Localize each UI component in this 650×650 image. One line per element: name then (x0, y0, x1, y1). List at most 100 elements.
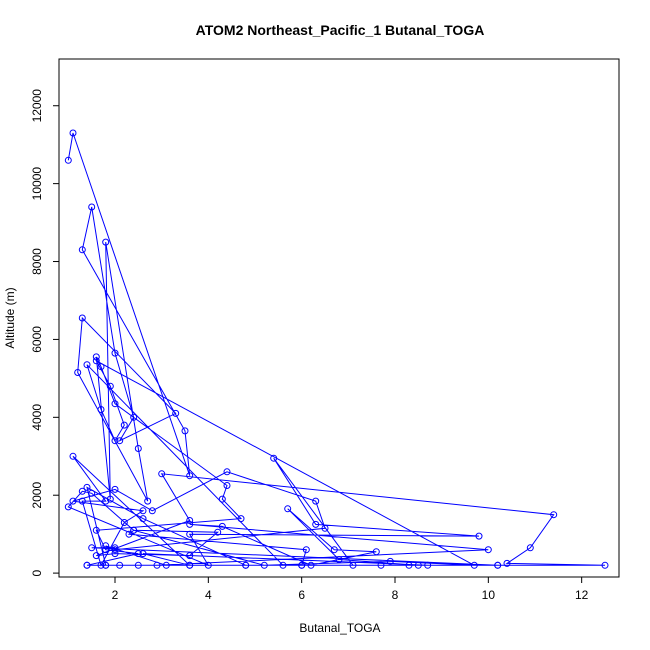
data-point (237, 515, 245, 523)
data-point (484, 546, 492, 554)
data-point (218, 495, 226, 503)
data-point (270, 454, 278, 462)
x-tick-label: 8 (392, 588, 399, 602)
data-point (64, 503, 72, 511)
data-point (97, 363, 105, 371)
series-line (67, 132, 606, 567)
data-point (475, 532, 483, 540)
data-point (83, 483, 91, 491)
data-point (335, 556, 343, 563)
y-tick-label: 2000 (30, 482, 44, 509)
data-point (102, 561, 110, 569)
data-point (377, 561, 385, 569)
data-point (102, 542, 110, 550)
data-point (111, 544, 119, 552)
data-point (186, 472, 194, 480)
y-tick-label: 10000 (30, 167, 44, 201)
data-point (78, 497, 86, 505)
data-point (405, 561, 413, 569)
data-point (470, 561, 478, 569)
data-point (111, 400, 119, 408)
data-point (424, 561, 432, 569)
data-point (97, 561, 105, 569)
data-point (120, 519, 128, 526)
y-axis-label: Altitude (m) (3, 287, 17, 348)
data-point (139, 515, 147, 523)
data-point (494, 561, 502, 569)
data-point (186, 530, 194, 538)
data-point (111, 349, 119, 357)
data-point (130, 526, 138, 534)
data-point (144, 497, 152, 505)
data-point (312, 497, 320, 505)
data-point (330, 546, 338, 554)
data-point (102, 497, 110, 505)
data-point (162, 561, 170, 569)
data-point (386, 557, 394, 565)
data-point (214, 528, 222, 536)
data-point (92, 353, 100, 361)
data-point (204, 561, 212, 569)
x-tick-label: 4 (205, 588, 212, 602)
data-point (298, 561, 306, 569)
data-point (223, 468, 231, 476)
data-point (106, 382, 114, 390)
data-point (88, 203, 96, 211)
plot-frame (58, 58, 620, 578)
data-point (223, 482, 231, 489)
data-point (74, 369, 82, 376)
data-point (125, 530, 133, 538)
data-point (414, 561, 422, 569)
y-tick-label: 4000 (30, 404, 44, 431)
data-point (69, 497, 77, 505)
data-point (526, 544, 534, 552)
chart-title: ATOM2 Northeast_Pacific_1 Butanal_TOGA (196, 22, 485, 38)
data-point (148, 507, 156, 515)
data-point (302, 546, 310, 554)
data-point (92, 552, 100, 560)
x-tick-label: 12 (575, 588, 589, 602)
data-point (242, 561, 250, 569)
y-tick-label: 6000 (30, 326, 44, 353)
data-point (372, 548, 380, 556)
data-point (130, 413, 138, 421)
data-point (83, 361, 91, 369)
data-point (88, 544, 96, 552)
data-point (186, 520, 194, 528)
data-point (139, 550, 147, 558)
data-point (158, 470, 166, 478)
data-point (92, 357, 100, 365)
x-axis-label: Butanal_TOGA (299, 621, 380, 635)
data-point (120, 421, 128, 429)
y-tick-label: 0 (30, 569, 44, 576)
y-axis: 0 2000 4000 6000 8000 10000 12000 (30, 89, 59, 576)
data-point (321, 524, 329, 532)
data-point (181, 427, 189, 435)
data-point (116, 561, 124, 569)
data-point (69, 129, 77, 137)
x-tick-label: 6 (298, 588, 305, 602)
data-point (78, 246, 86, 254)
data-point (601, 561, 609, 569)
data-point (279, 561, 287, 569)
data-point (78, 314, 86, 322)
data-point (111, 437, 119, 445)
data-point (153, 561, 161, 569)
data-point (172, 409, 180, 417)
data-point (102, 546, 110, 554)
data-point (111, 546, 119, 554)
data-point (102, 238, 110, 246)
data-point (111, 485, 119, 493)
data-point (284, 505, 292, 513)
data-point (134, 550, 142, 558)
data-point (503, 559, 511, 567)
data-point (139, 507, 147, 515)
data-point (78, 487, 86, 495)
data-point (307, 561, 315, 569)
y-tick-label: 12000 (30, 89, 44, 123)
data-point (186, 552, 194, 560)
series-butanal-toga (64, 129, 609, 569)
x-axis: 2 4 6 8 10 12 (112, 577, 589, 602)
x-tick-label: 2 (112, 588, 119, 602)
